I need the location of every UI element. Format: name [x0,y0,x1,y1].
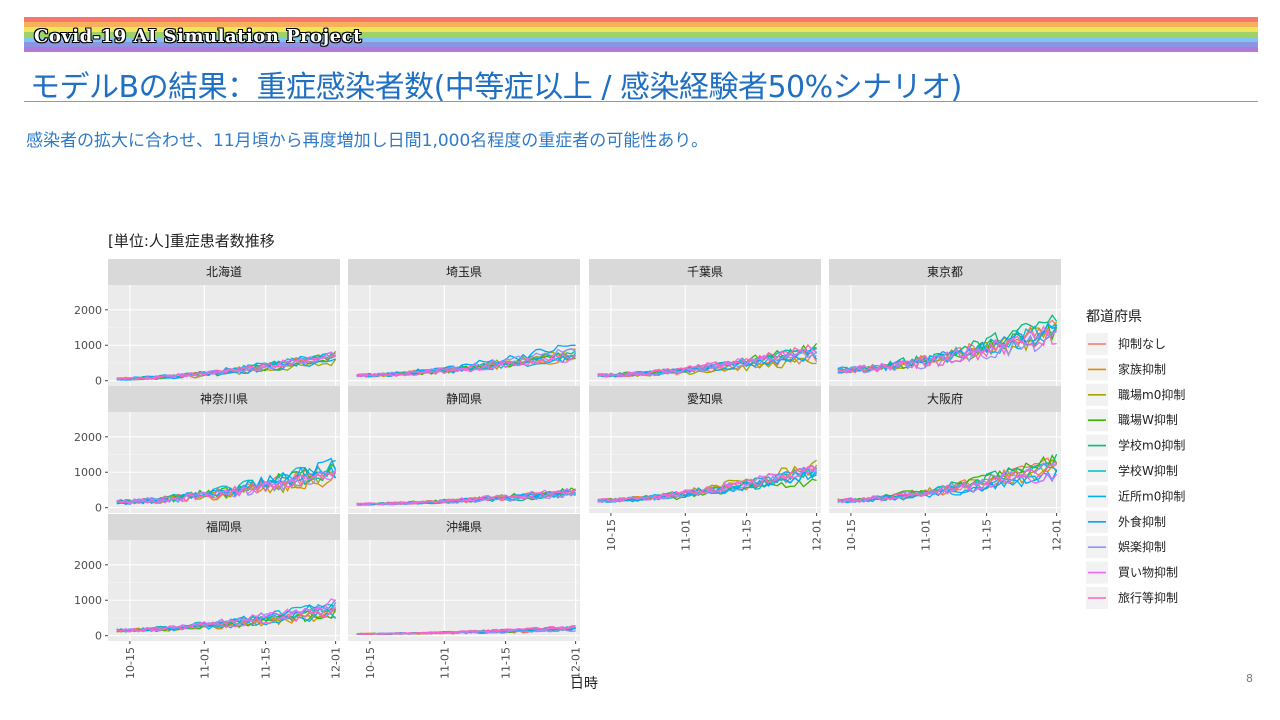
panel-4-series-line [837,325,1058,374]
panel-9-y-tick-label: 2000 [74,559,102,572]
panel-5-strip [108,386,340,412]
panel-5-y-tick-label: 0 [95,502,102,515]
panel-10-strip [348,514,580,540]
panel-7-x-tick-label: 10-15 [605,519,618,551]
panel-6-series-line [356,489,577,506]
legend-label-4: 職場W抑制 [1118,412,1178,427]
legend-label-6: 学校W抑制 [1118,463,1178,478]
panel-5-series-line [116,470,337,505]
panel-10-x-tick-label: 12-01 [570,647,583,679]
legend-label-5: 学校m0抑制 [1118,438,1185,453]
panel-9-x-tick-label: 10-15 [124,647,137,679]
panel-7-label: 愛知県 [687,392,723,406]
panel-2-series-line [356,353,577,378]
panel-7-x-tick-label: 11-01 [679,519,692,551]
panel-8-series-line [837,460,1057,502]
panel-5-y-tick-label: 1000 [74,466,102,479]
panel-1-series-line [116,355,336,381]
panel-5-series-line [116,470,336,506]
panel-8-x-tick-label: 11-01 [919,519,932,551]
panel-8-x-tick-label: 12-01 [1051,519,1064,551]
panel-8-strip [829,386,1061,412]
panel-7-series-line [597,464,818,503]
panel-4-series-line [837,324,1058,373]
panel-4-strip [829,259,1061,285]
panel-9-x-tick-label: 11-01 [198,647,211,679]
panel-10-x-tick-label: 11-15 [500,647,513,679]
legend-label-10: 買い物抑制 [1118,565,1178,580]
page-number: 8 [1246,672,1253,685]
panel-7-x-tick-label: 12-01 [811,519,824,551]
panel-6-label: 静岡県 [446,392,482,406]
panel-9-y-tick-label: 1000 [74,594,102,607]
panel-9-series-line [116,606,337,633]
panel-5-plot-bg [108,412,340,513]
panel-9-series-line [116,598,336,633]
slide-subtitle: 感染者の拡大に合わせ、11月頃から再度増加し日間1,000名程度の重症者の可能性… [26,131,708,151]
panel-8-label: 大阪府 [927,391,963,406]
panel-8-x-tick-label: 11-15 [981,519,994,551]
panel-3-series-line [597,352,817,378]
panel-2-strip [348,259,580,285]
slide-title: モデルBの結果：重症感染者数(中等症以上 / 感染経験者50%シナリオ) [30,70,962,105]
panel-2-label: 埼玉県 [446,265,482,279]
legend-label-11: 旅行等抑制 [1118,590,1178,605]
panel-9-x-tick-label: 11-15 [260,647,273,679]
legend-label-3: 職場m0抑制 [1118,387,1185,402]
legend-label-8: 外食抑制 [1118,514,1166,529]
panel-1-series-line [116,351,337,381]
legend-label-9: 娯楽抑制 [1118,539,1166,554]
panel-2-series-line [356,344,576,378]
panel-2-plot-bg [348,285,580,386]
panel-1-y-tick-label: 1000 [74,339,102,352]
panel-3-series-line [597,343,817,378]
panel-8-plot-bg [829,412,1061,513]
panel-7-plot-bg [589,412,821,513]
panel-9-y-tick-label: 0 [95,630,102,643]
panel-8-x-tick-label: 10-15 [845,519,858,551]
panel-5-series-line [116,471,336,504]
legend-label-7: 近所m0抑制 [1118,488,1185,503]
panel-7-x-tick-label: 11-15 [741,519,754,551]
panel-1-label: 北海道 [206,264,242,279]
panel-1-y-tick-label: 0 [95,375,102,388]
panel-5-label: 神奈川県 [200,392,248,406]
panel-1-y-tick-label: 2000 [74,304,102,317]
panel-3-label: 千葉県 [687,265,723,279]
panel-6-strip [348,386,580,412]
legend-label-2: 家族抑制 [1118,361,1166,376]
panel-5-y-tick-label: 2000 [74,431,102,444]
project-title: Covid-19 AI Simulation Project [34,26,362,47]
panel-5-series-line [116,465,337,505]
panel-10-series-line [356,624,576,636]
rainbow-banner [24,17,1258,57]
panel-9-x-tick-label: 12-01 [330,647,343,679]
chart-title: [単位:人]重症患者数推移 [108,232,275,250]
panel-7-strip [589,386,821,412]
legend-label-1: 抑制なし [1118,336,1166,351]
x-axis-title: 日時 [570,676,598,692]
panel-9-label: 福岡県 [206,519,242,534]
panel-10-plot-bg [348,540,580,641]
panel-10-label: 沖縄県 [446,519,482,534]
panel-3-strip [589,259,821,285]
panel-10-x-tick-label: 10-15 [364,647,377,679]
panel-1-strip [108,259,340,285]
legend-title: 都道府県 [1086,309,1142,325]
panel-4-label: 東京都 [927,265,963,279]
panel-8-series-line [837,472,1058,504]
panel-9-strip [108,514,340,540]
panel-10-x-tick-label: 11-01 [438,647,451,679]
panel-4-series-line [837,327,1057,374]
title-divider [24,101,1258,102]
